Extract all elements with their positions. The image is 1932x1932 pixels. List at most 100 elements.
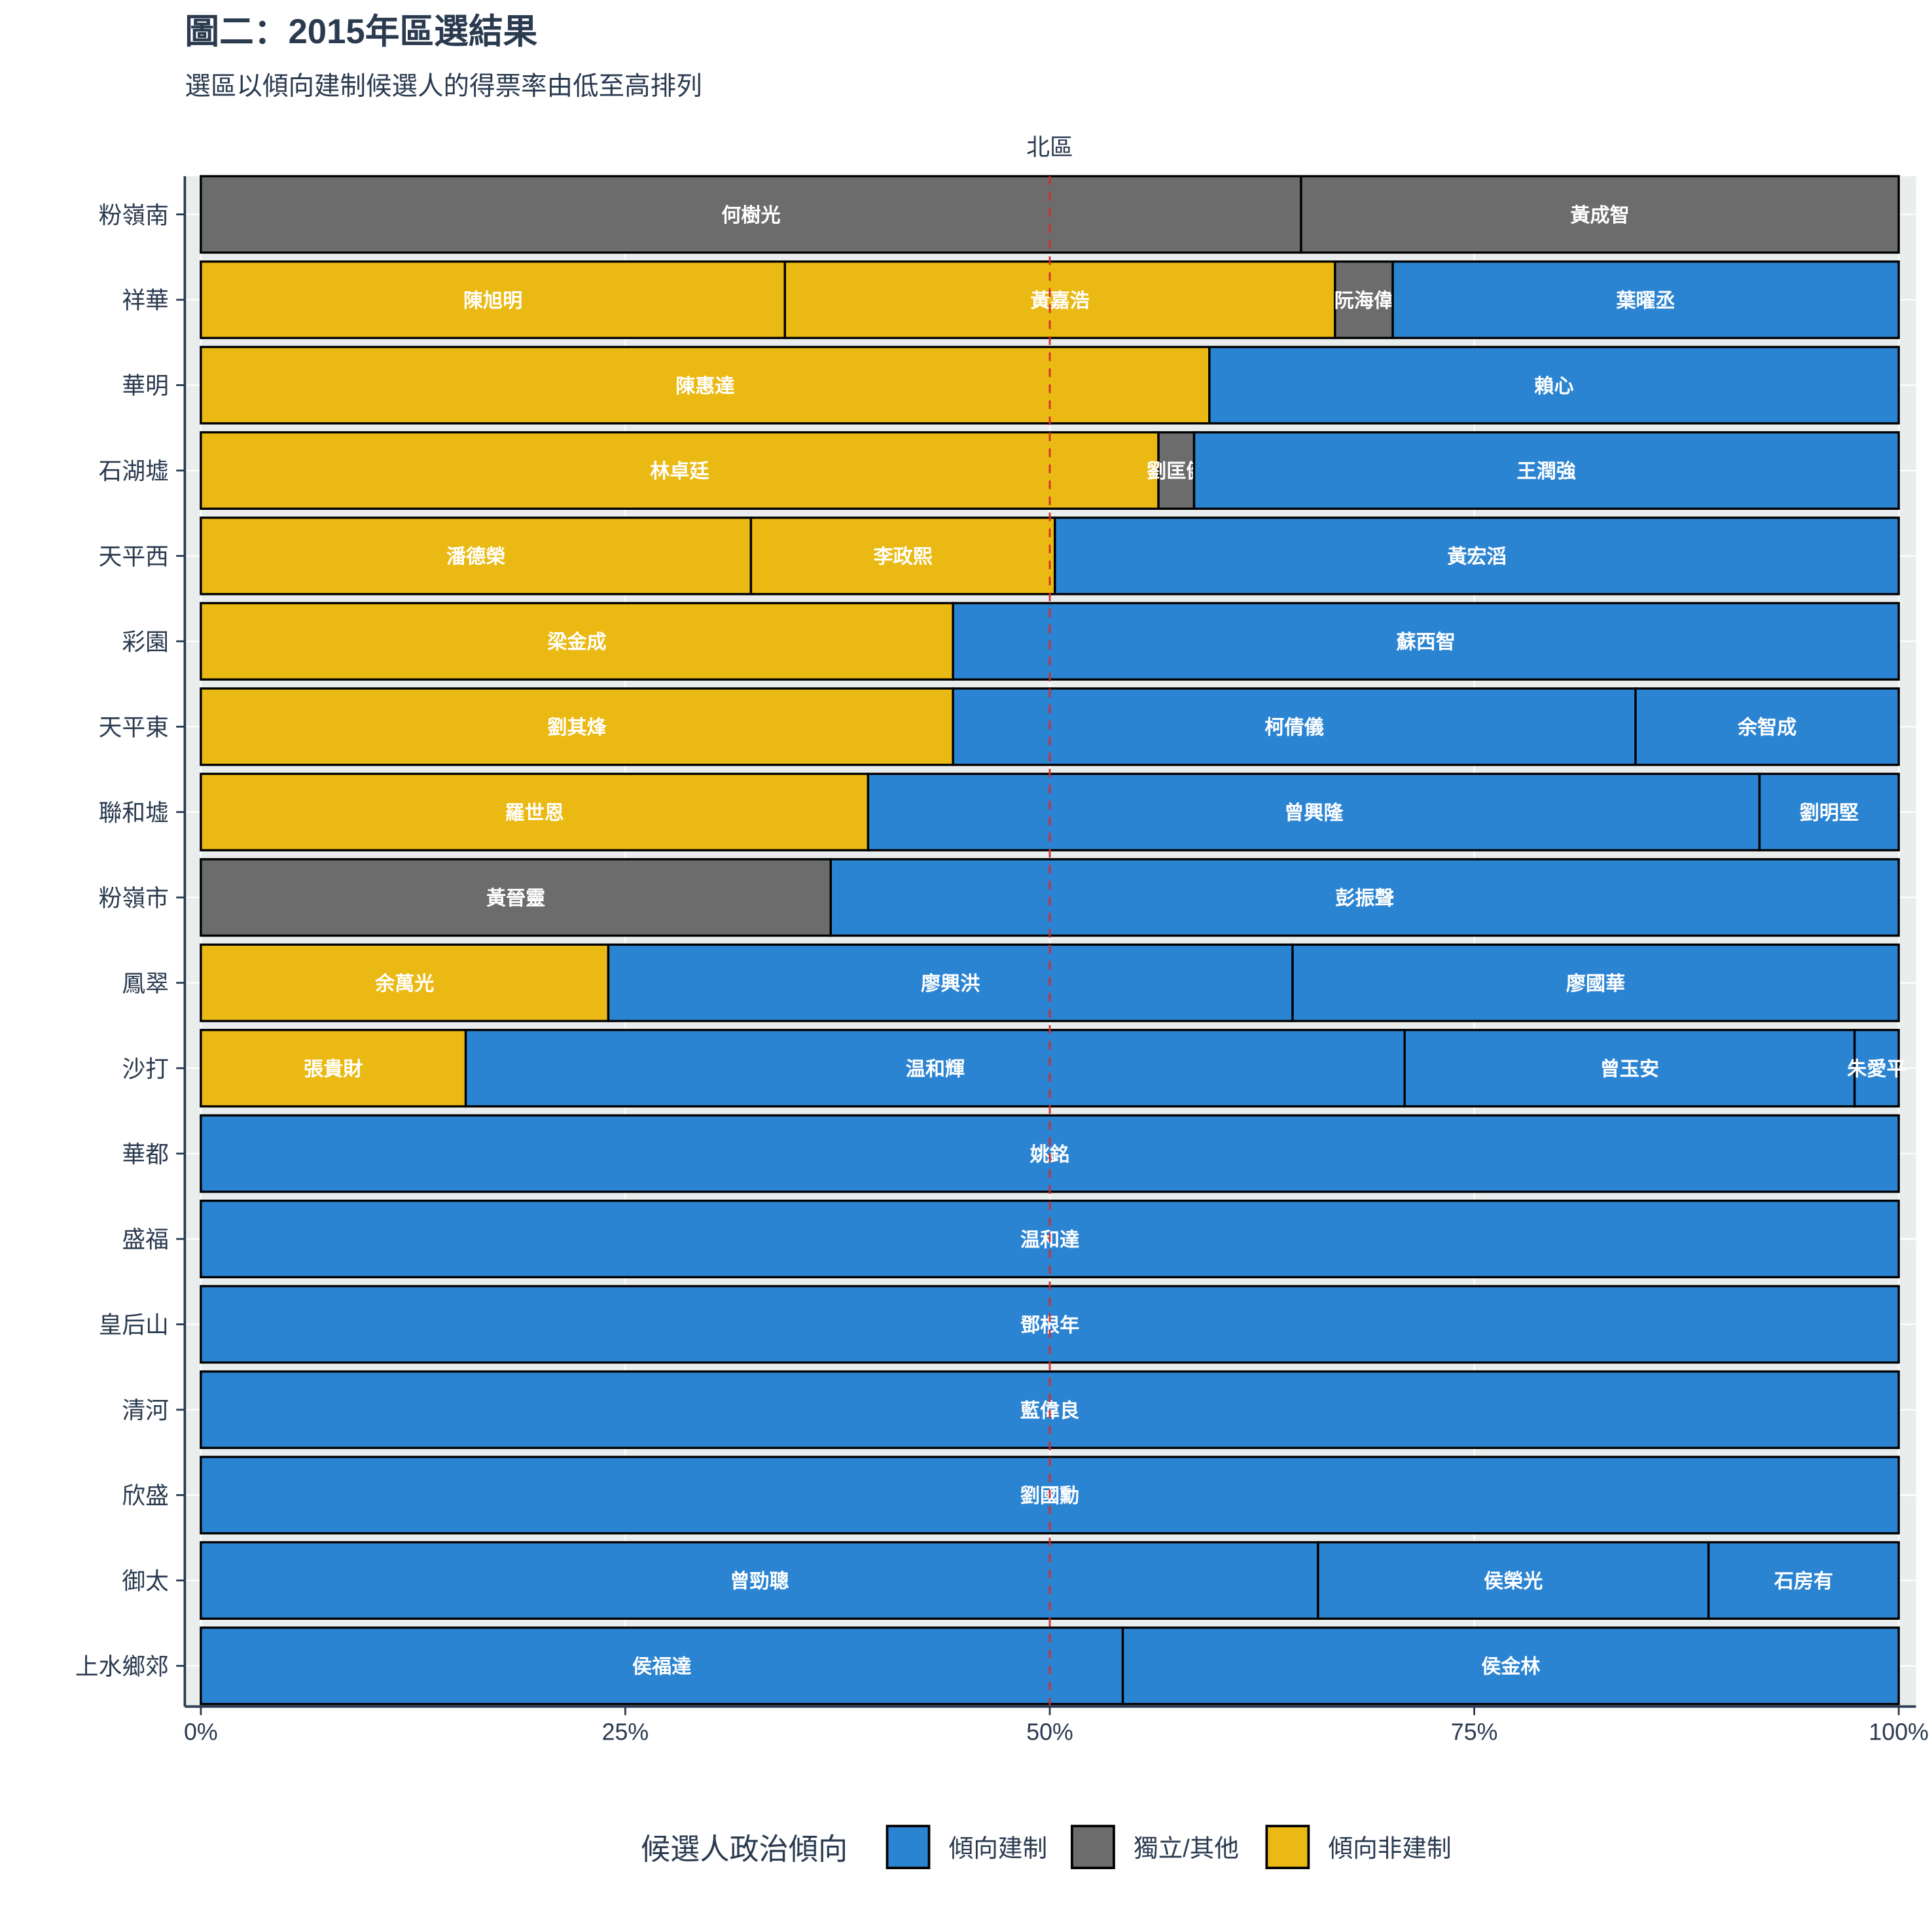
legend-swatch-ind xyxy=(1071,1825,1115,1869)
segment-label: 梁金成 xyxy=(547,631,606,653)
y-tick-label: 皇后山 xyxy=(99,1312,169,1338)
legend-label-non: 傾向非建制 xyxy=(1329,1834,1452,1862)
bar-segment xyxy=(867,772,1761,851)
segment-label: 阮海偉 xyxy=(1334,290,1393,312)
segment-label: 陳惠達 xyxy=(675,376,734,397)
segment-label: 賴心 xyxy=(1534,376,1573,397)
bar-segment xyxy=(607,943,1294,1022)
bar-segment xyxy=(464,1029,1406,1108)
bar-segment xyxy=(200,687,954,766)
segment-label: 李政熙 xyxy=(873,546,932,568)
segment-label: 林卓廷 xyxy=(650,461,709,482)
chart-title: 圖二：2015年區選結果 xyxy=(185,12,537,51)
bar-segment xyxy=(1334,260,1394,340)
chart-subtitle: 選區以傾向建制候選人的得票率由低至高排列 xyxy=(185,72,702,101)
y-tick-label: 御太 xyxy=(122,1568,169,1594)
facet-label: 北區 xyxy=(1026,134,1073,160)
bar-segment xyxy=(1192,431,1900,510)
segment-label: 曾玉安 xyxy=(1600,1058,1659,1080)
bar-row-5: 梁金成 蘇西智 xyxy=(200,601,1900,681)
x-tick-label: 50% xyxy=(1026,1719,1073,1745)
legend: 候選人政治傾向 傾向建制 獨立/其他 傾向非建制 xyxy=(641,1825,1452,1869)
bar-row-3: 林卓廷 劉匡健 王潤強 xyxy=(200,431,1900,510)
bar-segment xyxy=(200,516,753,596)
segment-label: 侯榮光 xyxy=(1484,1571,1543,1592)
y-tick-label: 鳳翠 xyxy=(122,971,169,997)
bar-segment xyxy=(1208,346,1900,425)
segment-label: 葉曜丞 xyxy=(1615,290,1675,312)
segment-label: 廖興洪 xyxy=(921,973,980,995)
bar-segment xyxy=(200,175,1302,254)
bar-segment xyxy=(1300,175,1900,254)
legend-label-ind: 獨立/其他 xyxy=(1134,1834,1239,1862)
bar-segment xyxy=(200,431,1160,510)
segment-label: 張貴財 xyxy=(304,1058,363,1080)
y-tick-label: 清河 xyxy=(122,1397,169,1423)
segment-label: 黃宏滔 xyxy=(1447,546,1506,568)
bar-segment xyxy=(200,346,1211,425)
segment-label: 朱愛平 xyxy=(1847,1058,1906,1080)
x-tick-label: 100% xyxy=(1869,1719,1928,1745)
bar-segment xyxy=(1758,772,1900,851)
bar-row-2: 陳惠達 賴心 xyxy=(200,346,1900,425)
bar-row-1: 陳旭明 黃嘉浩 阮海偉 葉曜丞 xyxy=(200,260,1900,340)
segment-label: 何樹光 xyxy=(721,205,780,226)
bar-segment xyxy=(749,516,1056,596)
bar-segment xyxy=(200,260,787,340)
segment-label: 温和輝 xyxy=(906,1058,965,1080)
y-tick-label: 華明 xyxy=(122,373,169,399)
legend-swatch-pro xyxy=(885,1825,931,1869)
legend-label-pro: 傾向建制 xyxy=(949,1834,1048,1862)
bar-segment xyxy=(1391,260,1900,340)
segment-label: 劉其烽 xyxy=(547,717,607,739)
y-tick-label: 天平西 xyxy=(99,544,169,570)
bar-segment xyxy=(783,260,1336,340)
bar-segment xyxy=(200,1541,1319,1620)
segment-label: 余萬光 xyxy=(374,973,434,995)
y-tick-label: 聯和墟 xyxy=(99,800,169,826)
segment-label: 黃嘉浩 xyxy=(1030,290,1089,312)
segment-label: 曾興隆 xyxy=(1284,802,1344,824)
y-tick-label: 粉嶺市 xyxy=(99,885,169,911)
y-tick-label: 上水鄉郊 xyxy=(75,1654,169,1680)
segment-label: 柯倩儀 xyxy=(1264,717,1323,739)
bar-segment xyxy=(952,687,1637,766)
segment-label: 彭振聲 xyxy=(1335,888,1394,910)
segment-label: 陳旭明 xyxy=(463,290,522,312)
bar-row-7: 羅世恩 曾興隆 劉明堅 xyxy=(200,772,1900,851)
bar-segment xyxy=(952,601,1900,681)
y-tick-label: 粉嶺南 xyxy=(99,202,169,228)
bar-row-16: 曾勁聰 侯榮光 石房有 xyxy=(200,1541,1900,1620)
bar-segment xyxy=(200,1029,467,1108)
bar-segment xyxy=(1853,1029,1900,1108)
segment-label: 石房有 xyxy=(1774,1571,1833,1592)
segment-label: 曾勁聰 xyxy=(730,1570,789,1592)
bar-row-8: 黃晉靈 彭振聲 xyxy=(200,858,1900,937)
bar-segment xyxy=(1317,1541,1710,1620)
bar-row-6: 劉其烽 柯倩儀 余智成 xyxy=(200,687,1900,766)
bar-segment xyxy=(1121,1626,1900,1706)
y-tick-label: 彩園 xyxy=(122,629,169,655)
bar-row-0: 何樹光 黃成智 xyxy=(200,175,1900,254)
segment-label: 廖國華 xyxy=(1566,973,1625,995)
y-tick-label: 盛福 xyxy=(122,1226,169,1253)
bar-row-17: 侯福達 侯金林 xyxy=(200,1626,1900,1706)
y-tick-label: 天平東 xyxy=(99,715,169,741)
segment-label: 王潤強 xyxy=(1517,461,1576,482)
bar-segment xyxy=(200,601,954,681)
axes: 粉嶺南祥華華明石湖墟天平西彩園天平東聯和墟粉嶺市鳳翠沙打華都盛福皇后山清河欣盛御… xyxy=(75,176,1929,1745)
bar-row-9: 余萬光 廖興洪 廖國華 xyxy=(200,943,1900,1022)
segment-label: 黃成智 xyxy=(1570,205,1629,226)
segment-label: 黃晉靈 xyxy=(486,888,545,910)
x-tick-label: 75% xyxy=(1451,1719,1498,1745)
legend-swatch-non xyxy=(1265,1825,1310,1869)
y-tick-label: 華都 xyxy=(122,1141,169,1168)
segment-label: 侯金林 xyxy=(1481,1656,1540,1678)
x-tick-label: 0% xyxy=(184,1719,218,1745)
bar-segment xyxy=(1054,516,1900,596)
bar-segment xyxy=(1707,1541,1900,1620)
segment-label: 劉明堅 xyxy=(1800,802,1859,824)
bar-segment xyxy=(1291,943,1900,1022)
bar-segment xyxy=(200,772,870,851)
